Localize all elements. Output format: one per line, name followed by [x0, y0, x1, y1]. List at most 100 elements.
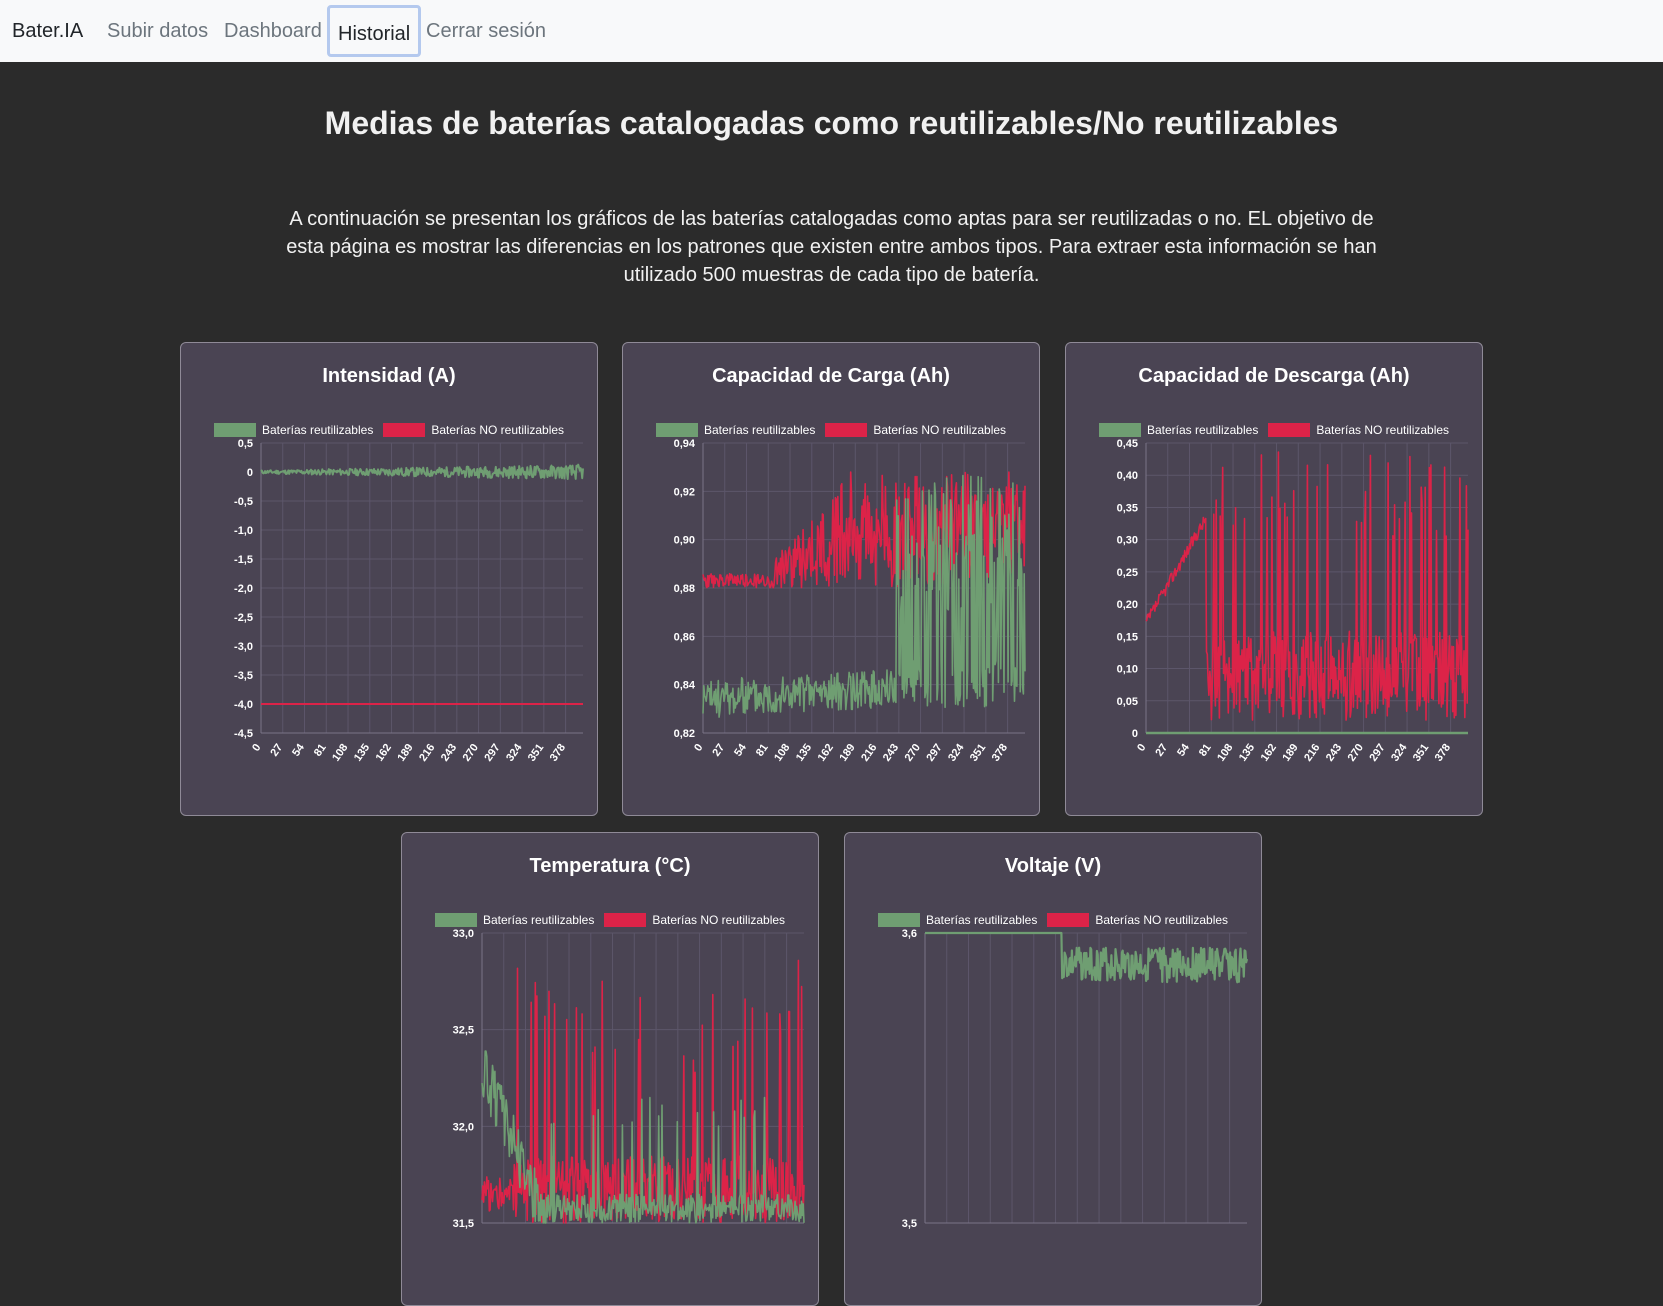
y-tick-label: 0,10	[1117, 664, 1138, 676]
x-tick-label: 243	[1324, 742, 1344, 764]
legend-label-reusable: Baterías reutilizables	[261, 423, 374, 437]
y-tick-label: 31,5	[453, 1218, 474, 1230]
legend-label-non-reusable: Baterías NO reutilizables	[431, 423, 565, 437]
y-tick-label: 0,90	[674, 535, 695, 547]
x-tick-label: 135	[352, 742, 372, 764]
chart-legend: Baterías reutilizables Baterías NO reuti…	[845, 911, 1261, 929]
intro-text: A continuación se presentan los gráficos…	[286, 208, 1377, 286]
y-tick-label: 0,25	[1117, 567, 1138, 579]
x-tick-label: 108	[330, 742, 350, 764]
chart-legend: Baterías reutilizables Baterías NO reuti…	[1066, 421, 1482, 439]
y-tick-label: 0,45	[1117, 439, 1138, 450]
y-tick-label: 0,05	[1117, 696, 1138, 708]
nav-subir-datos[interactable]: Subir datos	[107, 20, 209, 42]
x-tick-label: 27	[1153, 742, 1170, 759]
x-tick-label: 27	[710, 742, 727, 759]
x-tick-label: 54	[290, 741, 307, 759]
legend-swatch-reusable	[1098, 423, 1141, 437]
y-tick-label: 3,5	[902, 1218, 917, 1230]
x-tick-label: 324	[504, 741, 525, 764]
legend-label-reusable: Baterías reutilizables	[482, 913, 595, 927]
chart-card-voltaje: Voltaje (V) Baterías reutilizables Bater…	[844, 832, 1262, 1306]
x-tick-label: 297	[924, 742, 944, 764]
legend-item-non-reusable[interactable]: Baterías NO reutilizables	[383, 423, 564, 437]
legend-swatch-non-reusable	[1047, 913, 1090, 927]
y-tick-label: -4,5	[234, 728, 253, 740]
legend-item-reusable[interactable]: Baterías reutilizables	[655, 423, 815, 437]
legend-item-reusable[interactable]: Baterías reutilizables	[434, 913, 595, 927]
x-tick-label: 0	[692, 742, 705, 754]
x-tick-label: 243	[881, 742, 901, 764]
y-tick-label: -1,5	[234, 554, 253, 566]
x-tick-label: 351	[968, 742, 988, 764]
y-tick-label: 0	[247, 467, 253, 479]
x-tick-label: 81	[754, 742, 771, 759]
nav-historial[interactable]: Historial	[327, 5, 422, 57]
brand-link[interactable]: Bater.IA	[12, 20, 84, 42]
legend-label-non-reusable: Baterías NO reutilizables	[1316, 423, 1450, 437]
chart-card-intensidad: Intensidad (A) Baterías reutilizables Ba…	[180, 342, 598, 816]
x-tick-label: 135	[794, 742, 814, 764]
legend-label-non-reusable: Baterías NO reutilizables	[1095, 913, 1229, 927]
y-tick-label: -4,0	[234, 699, 253, 711]
legend-item-reusable[interactable]: Baterías reutilizables	[213, 423, 374, 437]
x-tick-label: 108	[772, 742, 792, 764]
y-tick-label: 0,84	[674, 680, 696, 692]
chart-plot-temperatura: 33,0 32,5 32,0 31,5	[453, 929, 805, 1230]
y-tick-label: 0,88	[674, 583, 695, 595]
x-tick-label: 270	[903, 742, 923, 764]
nav-cerrar-sesion[interactable]: Cerrar sesión	[426, 20, 547, 42]
legend-swatch-reusable	[655, 423, 698, 437]
chart-legend: Baterías reutilizables Baterías NO reuti…	[181, 421, 597, 439]
y-tick-label: -1,0	[234, 525, 253, 537]
x-tick-label: 135	[1237, 742, 1257, 764]
x-tick-label: 81	[1197, 742, 1214, 759]
legend-item-non-reusable[interactable]: Baterías NO reutilizables	[825, 423, 1006, 437]
x-tick-label: 270	[1346, 742, 1366, 764]
y-tick-label: 0,15	[1117, 631, 1138, 643]
legend-swatch-non-reusable	[383, 423, 426, 437]
x-tick-label: 0	[250, 742, 263, 754]
legend-item-non-reusable[interactable]: Baterías NO reutilizables	[604, 913, 785, 927]
chart-card-capacidad-descarga: Capacidad de Descarga (Ah) Baterías reut…	[1065, 342, 1483, 816]
x-tick-label: 297	[482, 742, 502, 764]
y-tick-label: 0,35	[1117, 502, 1138, 514]
chart-title: Voltaje (V)	[1004, 855, 1102, 877]
chart-plot-intensidad: 0,5 0 -0,5 -1,0 -1,5 -2,0 -2,5 -3,0 -3,5 -4,0 -4,5…	[234, 439, 584, 764]
x-tick-label: 162	[816, 742, 836, 764]
x-tick-label: 189	[1280, 742, 1300, 764]
chart-plot-capacidad-descarga: 0,45 0,40 0,35 0,30 0,25 0,20 0,15 0,10 0,05 0 0 27…	[1117, 439, 1469, 764]
legend-label-non-reusable: Baterías NO reutilizables	[873, 423, 1007, 437]
y-tick-label: 3,6	[902, 929, 917, 940]
legend-label-reusable: Baterías reutilizables	[925, 913, 1038, 927]
chart-title: Temperatura (°C)	[529, 855, 691, 877]
legend-item-non-reusable[interactable]: Baterías NO reutilizables	[1047, 913, 1228, 927]
x-tick-label: 216	[859, 742, 879, 764]
y-tick-label: 0,20	[1117, 599, 1138, 611]
chart-legend: Baterías reutilizables Baterías NO reuti…	[623, 421, 1039, 439]
chart-plot-voltaje: 3,6 3,5	[902, 929, 1249, 1230]
chart-title: Capacidad de Descarga (Ah)	[1138, 365, 1410, 387]
y-tick-label: -0,5	[234, 496, 253, 508]
legend-item-reusable[interactable]: Baterías reutilizables	[877, 913, 1038, 927]
legend-swatch-reusable	[213, 423, 256, 437]
x-tick-label: 81	[312, 742, 329, 759]
x-tick-label: 243	[439, 742, 459, 764]
x-tick-label: 297	[1367, 742, 1387, 764]
navbar: Bater.IA Subir datos Dashboard Historial…	[0, 0, 1663, 62]
y-tick-label: -2,5	[234, 612, 253, 624]
y-tick-label: -3,0	[234, 641, 253, 653]
y-tick-label: -2,0	[234, 583, 253, 595]
y-tick-label: 0,86	[674, 631, 695, 643]
legend-swatch-reusable	[877, 913, 920, 927]
chart-card-capacidad-carga: Capacidad de Carga (Ah) Baterías reutili…	[622, 342, 1040, 816]
x-tick-label: 351	[1411, 742, 1431, 764]
x-tick-label: 216	[417, 742, 437, 764]
y-tick-label: 0,5	[238, 439, 253, 450]
legend-item-reusable[interactable]: Baterías reutilizables	[1098, 423, 1258, 437]
nav-dashboard[interactable]: Dashboard	[224, 20, 322, 42]
series-line-reusable	[702, 474, 1026, 718]
x-tick-label: 189	[395, 742, 415, 764]
series-line-reusable	[924, 931, 1249, 984]
legend-item-non-reusable[interactable]: Baterías NO reutilizables	[1268, 423, 1449, 437]
